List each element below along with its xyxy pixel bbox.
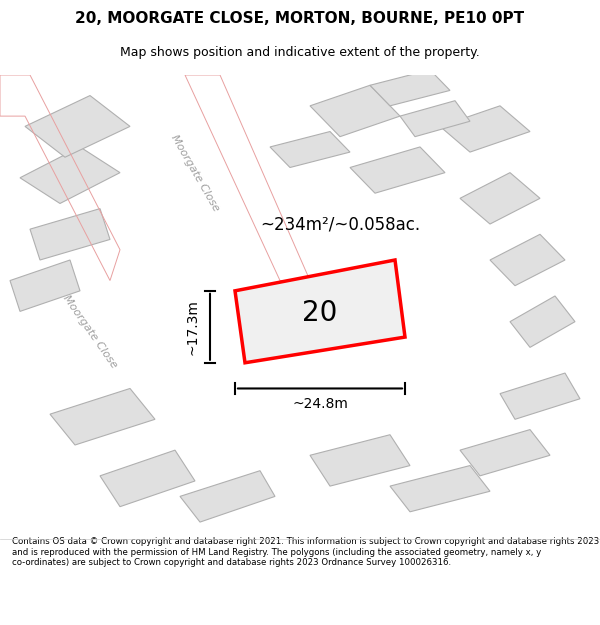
Polygon shape	[50, 389, 155, 445]
Polygon shape	[310, 85, 400, 137]
Polygon shape	[440, 106, 530, 152]
Polygon shape	[180, 471, 275, 522]
Text: 20: 20	[302, 299, 338, 327]
Polygon shape	[350, 147, 445, 193]
Text: Moorgate Close: Moorgate Close	[61, 294, 119, 371]
Text: 20, MOORGATE CLOSE, MORTON, BOURNE, PE10 0PT: 20, MOORGATE CLOSE, MORTON, BOURNE, PE10…	[76, 11, 524, 26]
Polygon shape	[460, 429, 550, 476]
Text: Map shows position and indicative extent of the property.: Map shows position and indicative extent…	[120, 46, 480, 59]
Polygon shape	[500, 373, 580, 419]
Text: Contains OS data © Crown copyright and database right 2021. This information is : Contains OS data © Crown copyright and d…	[12, 538, 599, 568]
Polygon shape	[235, 260, 405, 362]
Polygon shape	[310, 435, 410, 486]
Polygon shape	[370, 70, 450, 106]
Polygon shape	[390, 466, 490, 512]
Polygon shape	[460, 173, 540, 224]
Polygon shape	[10, 260, 80, 311]
Text: Moorgate Close: Moorgate Close	[169, 132, 221, 212]
Polygon shape	[20, 147, 120, 204]
Polygon shape	[490, 234, 565, 286]
Text: ~17.3m: ~17.3m	[185, 299, 199, 355]
Polygon shape	[400, 101, 470, 137]
Polygon shape	[25, 96, 130, 158]
Polygon shape	[510, 296, 575, 348]
Text: ~234m²/~0.058ac.: ~234m²/~0.058ac.	[260, 215, 420, 233]
Polygon shape	[30, 209, 110, 260]
Polygon shape	[100, 450, 195, 507]
Text: ~24.8m: ~24.8m	[292, 397, 348, 411]
Polygon shape	[270, 131, 350, 168]
